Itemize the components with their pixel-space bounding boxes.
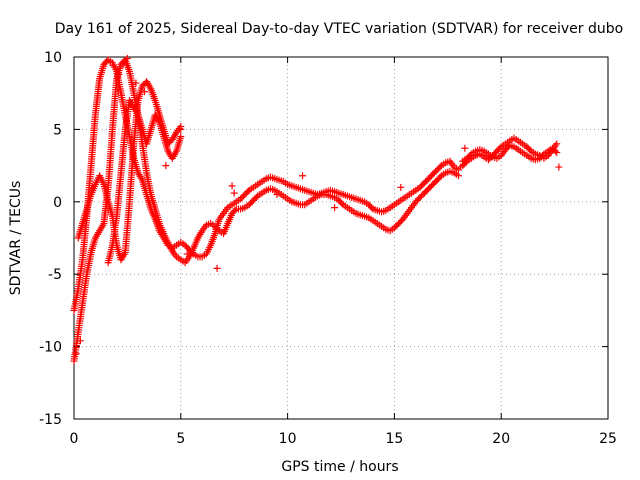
y-tick-label: 0 xyxy=(53,195,62,211)
data-point xyxy=(115,70,123,78)
data-point xyxy=(244,188,252,196)
data-point xyxy=(331,204,339,212)
y-tick-label: 5 xyxy=(53,122,62,138)
data-point xyxy=(555,163,563,171)
data-point xyxy=(140,88,148,96)
data-point xyxy=(132,79,140,87)
data-point xyxy=(397,183,405,191)
data-point xyxy=(551,147,559,155)
data-point xyxy=(213,264,221,272)
data-point xyxy=(466,151,474,159)
data-point xyxy=(436,173,444,181)
data-point xyxy=(228,182,236,190)
data-point xyxy=(553,140,561,148)
data-point xyxy=(496,144,504,152)
data-point xyxy=(252,193,260,201)
data-point xyxy=(368,204,376,212)
data-point xyxy=(461,144,469,152)
x-tick-label: 15 xyxy=(385,431,403,447)
data-point xyxy=(76,337,84,345)
data-point xyxy=(230,189,238,197)
x-tick-label: 25 xyxy=(599,431,617,447)
data-point xyxy=(119,60,127,68)
data-point xyxy=(457,163,465,171)
data-point xyxy=(526,146,534,154)
data-point xyxy=(162,162,170,170)
data-point xyxy=(338,199,346,207)
data-point xyxy=(231,206,239,214)
data-point xyxy=(299,172,307,180)
data-point xyxy=(72,350,80,358)
y-tick-label: -10 xyxy=(39,340,62,356)
data-point xyxy=(538,151,546,159)
data-point xyxy=(177,125,185,133)
chart-title: Day 161 of 2025, Sidereal Day-to-day VTE… xyxy=(55,21,623,37)
x-tick-label: 5 xyxy=(176,431,185,447)
data-point xyxy=(177,133,185,141)
plot-frame xyxy=(73,56,609,420)
data-point xyxy=(273,191,281,199)
x-axis-label: GPS time / hours xyxy=(281,459,398,475)
data-point xyxy=(436,163,444,171)
y-tick-label: -15 xyxy=(39,412,62,428)
data-point xyxy=(553,149,561,157)
grid-lines xyxy=(74,57,608,419)
data-point xyxy=(454,172,462,180)
x-tick-label: 20 xyxy=(492,431,510,447)
y-tick-label: 10 xyxy=(44,50,62,66)
data-point xyxy=(106,59,114,67)
x-tick-label: 0 xyxy=(70,431,79,447)
data-point xyxy=(183,250,191,258)
data-point xyxy=(214,225,222,233)
data-point xyxy=(123,54,131,62)
data-points xyxy=(70,54,563,365)
y-axis-label: SDTVAR / TECUs xyxy=(8,181,24,296)
axes: 0 5 10 15 20 25 -15 -10 -5 0 5 10 xyxy=(39,50,617,447)
y-tick-label: -5 xyxy=(48,267,62,283)
x-tick-label: 10 xyxy=(279,431,297,447)
